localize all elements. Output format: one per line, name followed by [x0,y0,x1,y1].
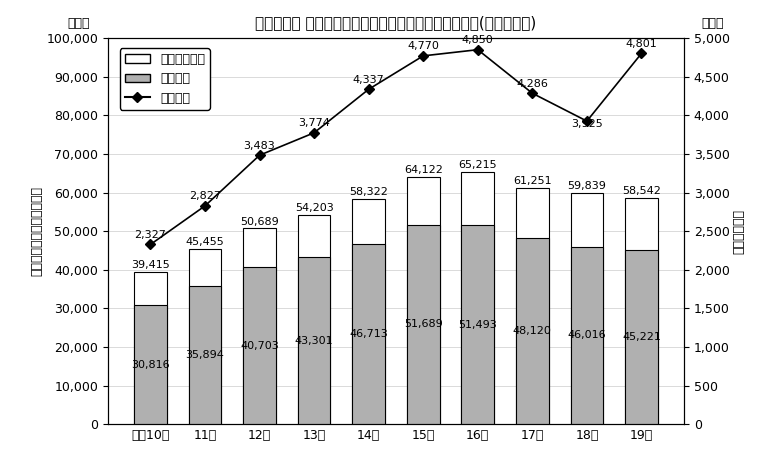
Text: 3,925: 3,925 [571,119,603,129]
Text: 2,327: 2,327 [134,230,166,240]
Text: 45,455: 45,455 [185,237,224,247]
Bar [407,224,439,424]
Bar [625,250,658,424]
Y-axis label: （合格者数）: （合格者数） [733,209,746,254]
Text: 54,203: 54,203 [295,203,334,213]
Text: 30,816: 30,816 [131,360,170,370]
Text: 39,415: 39,415 [131,260,170,270]
Text: 43,301: 43,301 [295,335,334,345]
Text: 4,801: 4,801 [625,39,657,49]
Bar [243,228,276,424]
Title: 〔第１図〕 受験申込者数・受験者数・合格者数の推移(過去１０年): 〔第１図〕 受験申込者数・受験者数・合格者数の推移(過去１０年) [255,15,536,30]
Text: 3,774: 3,774 [298,118,330,128]
Text: 58,322: 58,322 [349,187,388,197]
Bar [462,225,494,424]
Text: 3,483: 3,483 [244,141,275,151]
Text: 51,689: 51,689 [404,319,442,329]
Bar [298,257,331,424]
Bar [407,176,439,424]
Text: 51,493: 51,493 [459,320,497,330]
Bar [352,244,385,424]
Text: 65,215: 65,215 [459,160,497,170]
Text: 64,122: 64,122 [404,165,442,175]
Text: 4,337: 4,337 [353,74,385,85]
Bar [298,215,331,424]
Text: 46,713: 46,713 [349,329,388,339]
Text: 4,770: 4,770 [407,41,439,51]
Text: 48,120: 48,120 [513,326,552,336]
Text: 4,286: 4,286 [516,79,549,89]
Text: 61,251: 61,251 [513,176,552,186]
Text: （人）: （人） [702,17,724,31]
Bar [516,239,549,424]
Bar [352,199,385,424]
Bar [570,193,603,424]
Text: 4,850: 4,850 [462,35,494,45]
Bar [462,172,494,424]
Text: 50,689: 50,689 [241,217,279,227]
Text: 58,542: 58,542 [622,186,661,196]
Text: 46,016: 46,016 [567,330,606,340]
Text: （人）: （人） [68,17,90,31]
Text: 35,894: 35,894 [185,350,224,360]
Text: 40,703: 40,703 [241,340,279,351]
Y-axis label: （受験申込者・受験者数）: （受験申込者・受験者数） [30,186,43,276]
Text: 59,839: 59,839 [567,181,606,191]
Bar [570,246,603,424]
Text: 45,221: 45,221 [622,332,661,342]
Legend: 受験申込者数, 受験者数, 合格者数: 受験申込者数, 受験者数, 合格者数 [120,48,210,110]
Bar [189,249,221,424]
Bar [134,305,167,424]
Bar [189,286,221,424]
Bar [516,188,549,424]
Text: 2,827: 2,827 [189,191,221,201]
Bar [625,198,658,424]
Bar [134,272,167,424]
Bar [243,267,276,424]
